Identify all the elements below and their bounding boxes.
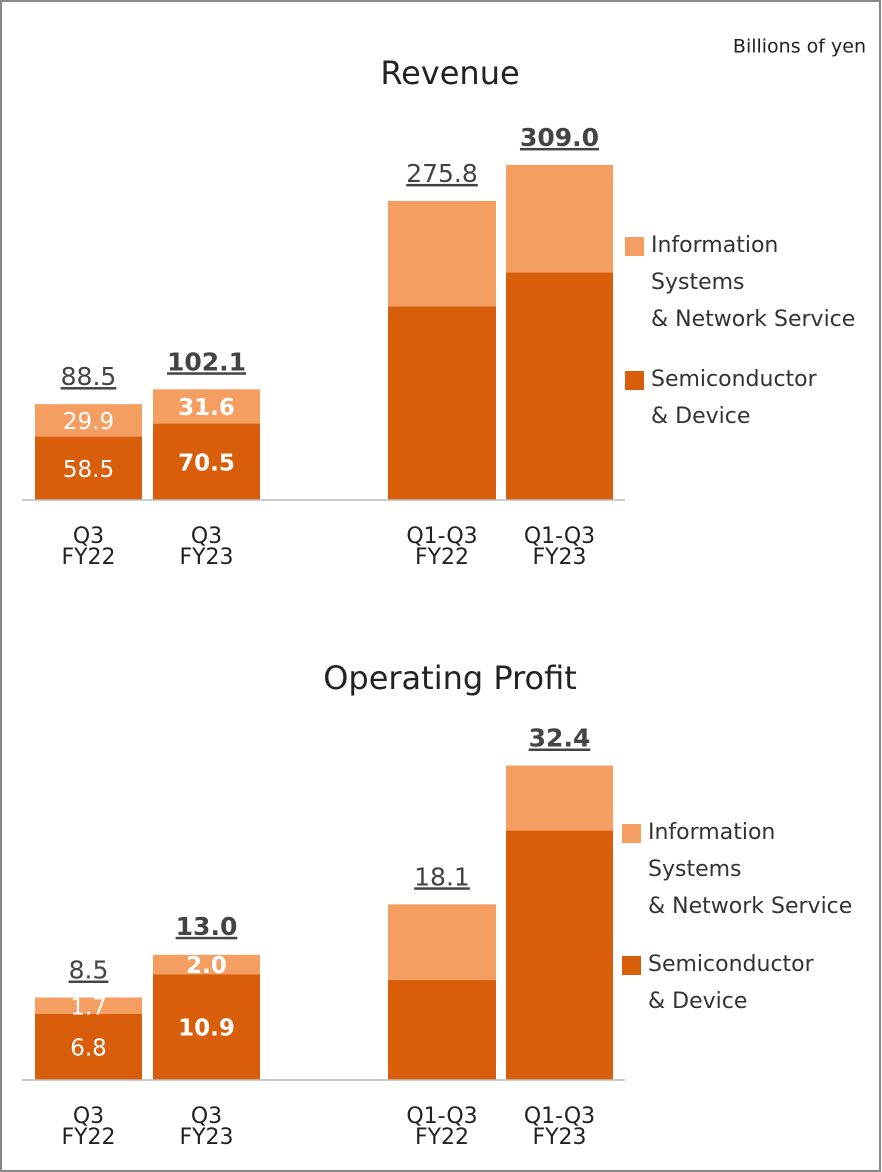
category-label: Q1-Q3 FY22 — [406, 1104, 477, 1150]
legend-label: Information Systems & Network Service — [648, 820, 852, 919]
bar-segment — [153, 974, 260, 1080]
segment-label: 31.6 — [178, 395, 235, 421]
bar-segment — [388, 980, 496, 1080]
bar-segment — [388, 306, 496, 500]
total-label: 18.1 — [414, 862, 470, 891]
category-label: Q3 FY23 — [179, 1104, 233, 1150]
unit-note: Billions of yen — [733, 36, 866, 58]
category-label: Q3 FY22 — [61, 524, 115, 570]
bar-segment — [506, 765, 613, 831]
total-label: 13.0 — [176, 912, 238, 941]
bar-segment — [35, 404, 142, 437]
category-label: Q1-Q3 FY23 — [524, 1104, 595, 1150]
legend-label: Information Systems & Network Service — [651, 233, 855, 332]
category-label: Q3 FY22 — [61, 1104, 115, 1150]
bar-segment — [153, 954, 260, 975]
bar-segment — [506, 164, 613, 273]
segment-label: 10.9 — [178, 1016, 235, 1042]
category-label: Q3 FY23 — [179, 524, 233, 570]
bar-segment — [35, 436, 142, 500]
segment-label: 6.8 — [70, 1036, 107, 1062]
total-label: 275.8 — [406, 159, 478, 188]
total-label: 8.5 — [69, 956, 109, 985]
segment-label: 29.9 — [63, 409, 114, 435]
segment-label: 58.5 — [63, 457, 114, 483]
bar-segment — [153, 423, 260, 500]
bar-segment — [153, 389, 260, 424]
bar-segment — [35, 1014, 142, 1080]
legend-swatch — [622, 824, 641, 843]
segment-label: 1.7 — [70, 994, 107, 1020]
chart-title: Revenue — [380, 54, 519, 92]
category-label: Q1-Q3 FY22 — [406, 524, 477, 570]
category-label: Q1-Q3 FY23 — [524, 524, 595, 570]
legend-label: Semiconductor & Device — [648, 952, 815, 1014]
legend-swatch — [625, 237, 644, 256]
legend-label: Semiconductor & Device — [651, 367, 818, 429]
chart-title: Operating Profit — [323, 659, 577, 697]
total-label: 309.0 — [520, 123, 599, 152]
legend-swatch — [625, 371, 644, 390]
total-label: 102.1 — [167, 347, 246, 376]
total-label: 88.5 — [61, 362, 117, 391]
bar-segment — [388, 200, 496, 307]
segment-label: 70.5 — [178, 450, 235, 476]
total-label: 32.4 — [529, 724, 591, 753]
bar-segment — [35, 997, 142, 1014]
legend-swatch — [622, 956, 641, 975]
bar-segment — [506, 272, 613, 500]
segment-label: 2.0 — [186, 953, 227, 979]
bar-segment — [506, 830, 613, 1080]
bar-segment — [388, 904, 496, 981]
